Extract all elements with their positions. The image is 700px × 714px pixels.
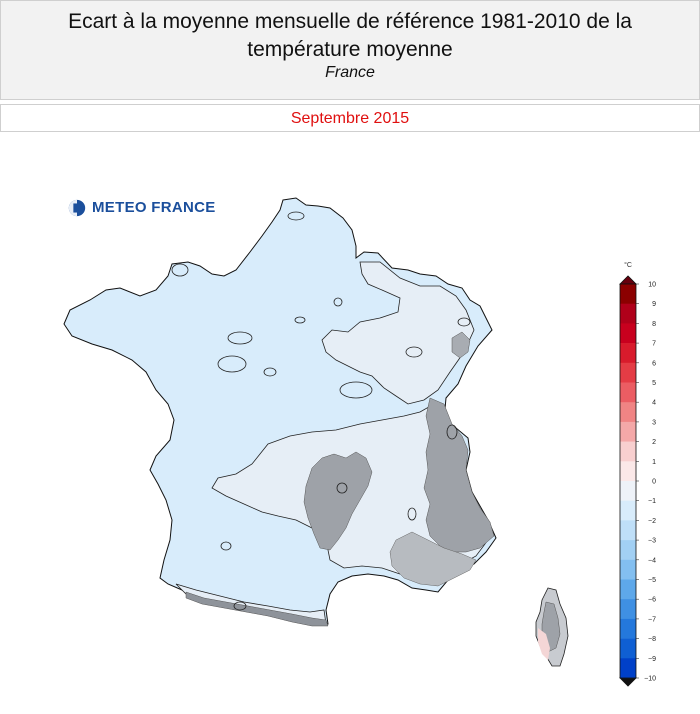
legend-swatch [620,500,636,521]
legend-swatch [620,382,636,403]
legend-tick-label: −5 [648,577,656,584]
map-title: Ecart à la moyenne mensuelle de référenc… [0,8,700,64]
legend-tick-label: −1 [648,498,656,505]
period-divider-bottom [0,131,700,132]
relief-provence [389,531,477,587]
legend-swatch [620,618,636,639]
legend-tick-label: 0 [652,479,656,486]
map-subtitle: France [325,64,375,81]
corsica-coast-warm [538,628,550,660]
legend-swatch [620,402,636,423]
legend-arrow-bottom [619,677,637,687]
period-label: Septembre 2015 [290,110,410,127]
legend-swatch [620,481,636,501]
legend-tick-label: 7 [652,341,656,348]
legend-swatch [620,284,636,304]
legend-tick-label: 10 [648,282,656,289]
legend-tick-label: −8 [648,636,656,643]
legend-tick-label: −10 [644,676,656,683]
period-border-left [0,104,1,131]
legend-tick-label: 5 [652,380,656,387]
legend-unit: °C [624,261,632,269]
legend-arrow-top [619,275,637,285]
legend-swatch [620,559,636,580]
legend-tick-label: −6 [648,597,656,604]
legend-tick-label: 1 [652,459,656,466]
legend-tick-label: 3 [652,419,656,426]
relief-alps [423,397,495,553]
relief-vosges [451,331,471,359]
title-line-1: Ecart à la moyenne mensuelle de référenc… [68,10,632,33]
legend-tick-label: 8 [652,321,656,328]
legend-swatch [620,421,636,442]
period-divider-top [0,104,700,105]
relief-pyrenees [185,591,329,627]
legend-swatch [620,638,636,659]
isoline-contours [171,211,471,611]
meteo-france-logo-icon [68,199,86,217]
anomaly-zone-northeast [321,261,475,405]
legend-tick-label: −4 [648,557,656,564]
header-panel [0,0,700,100]
legend-tick-label: −3 [648,538,656,545]
legend-tick-label: −9 [648,656,656,663]
legend-swatch [620,599,636,620]
legend-swatch [620,303,636,324]
legend-swatch [620,323,636,344]
legend-tick-label: 9 [652,301,656,308]
legend-tick-label: 4 [652,400,656,407]
legend-tick-label: −7 [648,616,656,623]
legend-swatch [620,441,636,462]
legend-swatch [620,343,636,364]
title-line-2: température moyenne [247,38,453,61]
legend-swatches [619,275,637,687]
legend-swatch [620,461,636,482]
logo-text: METEO FRANCE [92,199,216,216]
relief-massif-central [303,451,373,551]
legend-tick-label: 6 [652,360,656,367]
legend-tick-label: 2 [652,439,656,446]
legend-swatch [620,579,636,600]
legend-tick-label: −2 [648,518,656,525]
legend-swatch [620,658,636,679]
legend-swatch [620,362,636,383]
legend-swatch [620,540,636,561]
legend-swatch [620,520,636,541]
